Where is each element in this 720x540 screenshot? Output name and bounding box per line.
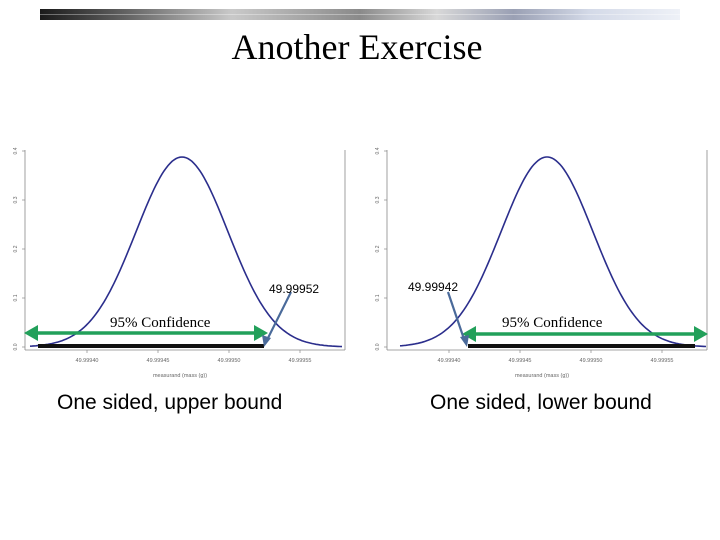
right-y-tick-label: 0.1: [375, 294, 381, 301]
right-x-tick-label: 49.99940: [438, 358, 461, 364]
right-x-tick-group: 49.99940 49.99945 49.99950 49.99955 meas…: [438, 350, 674, 379]
left-x-tick-label: 49.99950: [218, 358, 241, 364]
right-y-tick-label: 0.2: [375, 245, 381, 252]
left-x-tick-group: 49.99940 49.99945 49.99950 49.99955 meas…: [76, 350, 312, 379]
right-y-tick-label: 0.3: [375, 196, 381, 203]
left-chart: 0.0 0.1 0.2 0.3 0.4 49.99940 49.99945 49…: [13, 147, 346, 379]
left-bound-pointer: [265, 291, 292, 343]
right-x-tick-label: 49.99945: [509, 358, 532, 364]
right-arrow-head-left: [462, 326, 476, 342]
right-y-tick-group: 0.0 0.1 0.2 0.3 0.4: [375, 147, 387, 350]
left-x-axis-label: measurand (mass (g)): [153, 373, 207, 379]
left-y-tick-label: 0.2: [13, 245, 19, 252]
left-confidence-label: 95% Confidence: [110, 315, 211, 331]
left-x-tick-label: 49.99945: [147, 358, 170, 364]
right-arrow-head-right: [694, 326, 708, 342]
left-x-tick-label: 49.99955: [289, 358, 312, 364]
right-caption: One sided, lower bound: [430, 391, 652, 414]
right-y-tick-label: 0.0: [375, 343, 381, 350]
slide-title: Another Exercise: [231, 27, 483, 67]
left-arrow-head-left: [24, 325, 38, 341]
left-caption: One sided, upper bound: [57, 391, 283, 414]
left-density-curve: [29, 156, 343, 348]
right-chart: 0.0 0.1 0.2 0.3 0.4 49.99940 49.99945 49…: [375, 147, 708, 379]
right-bound-pointer-head: [460, 335, 469, 347]
header-bar: [40, 9, 680, 20]
left-y-tick-label: 0.0: [13, 343, 19, 350]
right-chart-panel: 0.0 0.1 0.2 0.3 0.4 49.99940 49.99945 49…: [362, 140, 712, 390]
left-y-tick-label: 0.4: [13, 147, 19, 154]
right-y-tick-label: 0.4: [375, 147, 381, 154]
right-bound-value: 49.99942: [408, 280, 458, 294]
left-bound-pointer-head: [262, 335, 271, 347]
left-y-tick-label: 0.3: [13, 196, 19, 203]
left-confidence-arrow: [24, 325, 268, 341]
right-x-tick-label: 49.99955: [651, 358, 674, 364]
left-bound-value: 49.99952: [269, 282, 319, 296]
left-y-tick-group: 0.0 0.1 0.2 0.3 0.4: [13, 147, 25, 350]
right-bound-pointer: [446, 291, 467, 343]
left-x-tick-label: 49.99940: [76, 358, 99, 364]
right-x-tick-label: 49.99950: [580, 358, 603, 364]
left-arrow-head-right: [254, 325, 268, 341]
right-x-axis-label: measurand (mass (g)): [515, 373, 569, 379]
right-confidence-label: 95% Confidence: [502, 315, 603, 331]
right-confidence-arrow: [462, 326, 708, 342]
left-y-tick-label: 0.1: [13, 294, 19, 301]
left-chart-panel: 0.0 0.1 0.2 0.3 0.4 49.99940 49.99945 49…: [0, 140, 350, 390]
